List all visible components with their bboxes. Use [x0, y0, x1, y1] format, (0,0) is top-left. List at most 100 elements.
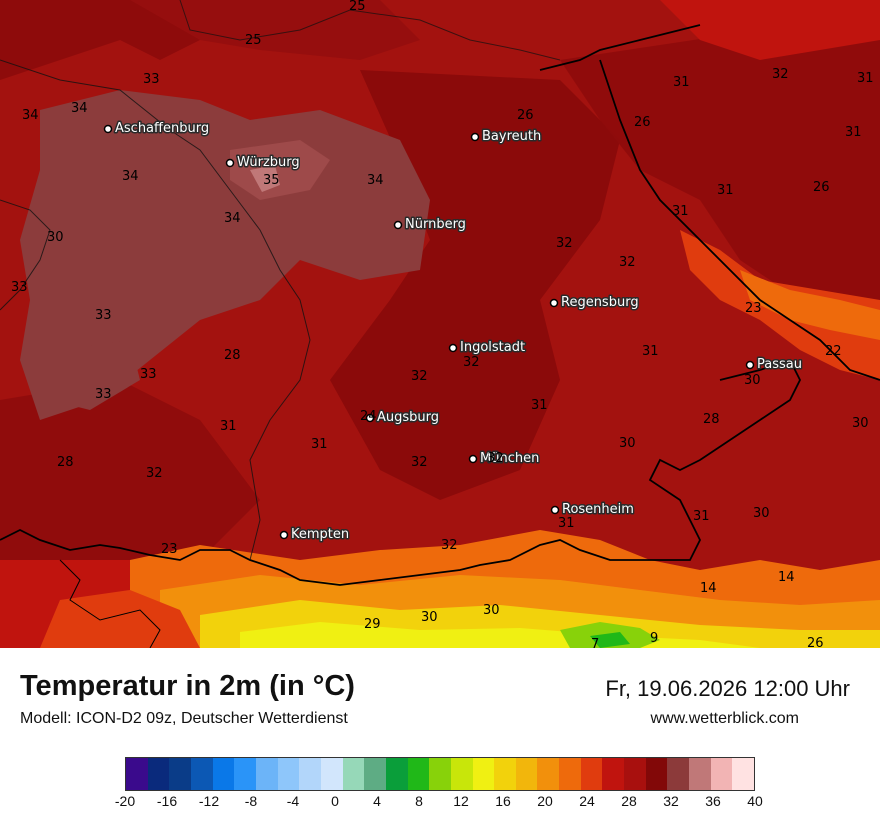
map-field-warm [740, 270, 880, 340]
city-label: Rosenheim [562, 502, 634, 517]
map-title: Temperatur in 2m (in °C) [20, 670, 355, 702]
city-marker: Augsburg [365, 409, 441, 427]
temperature-label: 32 [556, 236, 573, 251]
map-field-dark [560, 30, 880, 300]
map-field-dark [330, 70, 620, 500]
map-field-dark [130, 0, 420, 60]
temperature-label: 32 [441, 538, 458, 553]
legend-tick-label: 12 [453, 793, 469, 809]
map-field-hot [50, 340, 140, 410]
temperature-label: 25 [349, 0, 366, 14]
temperature-label: 31 [531, 398, 548, 413]
legend-tick-label: 28 [621, 793, 637, 809]
temperature-label: 34 [224, 211, 241, 226]
legend-swatch [537, 758, 560, 790]
temperature-label: 31 [693, 509, 710, 524]
legend-swatch [494, 758, 516, 790]
legend-tick-label: -16 [156, 793, 178, 809]
legend-swatch [277, 758, 300, 790]
temperature-label: 31 [845, 125, 862, 140]
legend-swatch [667, 758, 690, 790]
temperature-label: 14 [700, 581, 717, 596]
temperature-label: 32 [411, 369, 428, 384]
temperature-label: 28 [703, 412, 720, 427]
legend-tick-label: -8 [244, 793, 258, 809]
temperature-label: 26 [634, 115, 651, 130]
temperature-label: 28 [224, 348, 241, 363]
legend-swatch [689, 758, 711, 790]
legend-swatch [147, 758, 170, 790]
temperature-label: 32 [411, 455, 428, 470]
legend-swatch [169, 758, 191, 790]
city-marker: Aschaffenburg [103, 120, 211, 138]
temperature-label: 7 [591, 637, 599, 648]
temperature-label: 23 [161, 542, 178, 557]
legend-swatch [624, 758, 646, 790]
temperature-label: 35 [263, 173, 280, 188]
city-marker: Ingolstadt [448, 339, 527, 357]
temperature-label: 26 [807, 636, 824, 648]
city-label: Bayreuth [482, 129, 541, 144]
city-marker: Kempten [279, 526, 351, 544]
temperature-label: 34 [122, 169, 139, 184]
temperature-label: 31 [672, 204, 689, 219]
city-label: Nürnberg [405, 217, 466, 232]
temperature-label: 33 [143, 72, 160, 87]
temperature-label: 32 [619, 255, 636, 270]
legend-tick-label: -20 [114, 793, 136, 809]
temperature-label: 25 [245, 33, 262, 48]
temperature-label: 26 [517, 108, 534, 123]
legend-swatch [212, 758, 235, 790]
legend-tick-label: 4 [373, 793, 381, 809]
city-label: Regensburg [561, 295, 639, 310]
temperature-label: 33 [95, 308, 112, 323]
legend-swatch [299, 758, 321, 790]
temperature-label: 30 [744, 373, 761, 388]
city-marker: Rosenheim [550, 501, 635, 519]
map-field-alps [590, 632, 630, 648]
temperature-label: 22 [825, 344, 842, 359]
map-field-hot [230, 140, 330, 200]
city-marker: Bayreuth [470, 128, 543, 146]
temperature-label: 33 [95, 387, 112, 402]
temperature-label: 31 [717, 183, 734, 198]
state-border [0, 199, 51, 311]
legend-tick-label: -4 [286, 793, 300, 809]
city-marker: Nürnberg [393, 216, 467, 234]
legend-swatch [472, 758, 495, 790]
map-field-warm [660, 0, 880, 60]
legend-swatch [559, 758, 581, 790]
temperature-label: 30 [47, 230, 64, 245]
legend-tick-label: 16 [495, 793, 511, 809]
temperature-label: 30 [619, 436, 636, 451]
website-link[interactable]: www.wetterblick.com [650, 710, 799, 727]
temperature-label: 30 [852, 416, 869, 431]
legend-swatch [602, 758, 625, 790]
temperature-label: 30 [753, 506, 770, 521]
temperature-label: 31 [857, 71, 874, 86]
color-scale-legend [125, 757, 755, 791]
temperature-label: 31 [311, 437, 328, 452]
legend-swatch [732, 758, 755, 790]
temperature-label: 31 [558, 516, 575, 531]
legend-swatch [342, 758, 365, 790]
legend-swatch [234, 758, 256, 790]
city-label: Kempten [291, 527, 349, 542]
temperature-label: 26 [813, 180, 830, 195]
legend-tick-label: -12 [198, 793, 220, 809]
city-label: Ingolstadt [460, 340, 525, 355]
legend-swatch [126, 758, 148, 790]
map-field-hot [20, 90, 430, 420]
legend-swatch [429, 758, 451, 790]
temperature-labels: 25 25 33 34 34 26 31 32 31 31 26 34 35 3… [11, 0, 874, 648]
legend-swatch [515, 758, 538, 790]
legend-swatch [385, 758, 408, 790]
legend-tick-label: 20 [537, 793, 553, 809]
legend-swatch [645, 758, 668, 790]
legend-tick-label: 40 [747, 793, 763, 809]
temperature-label: 31 [642, 344, 659, 359]
country-border [539, 24, 880, 381]
legend-swatch [580, 758, 603, 790]
state-border [59, 559, 161, 648]
legend-swatch [450, 758, 473, 790]
